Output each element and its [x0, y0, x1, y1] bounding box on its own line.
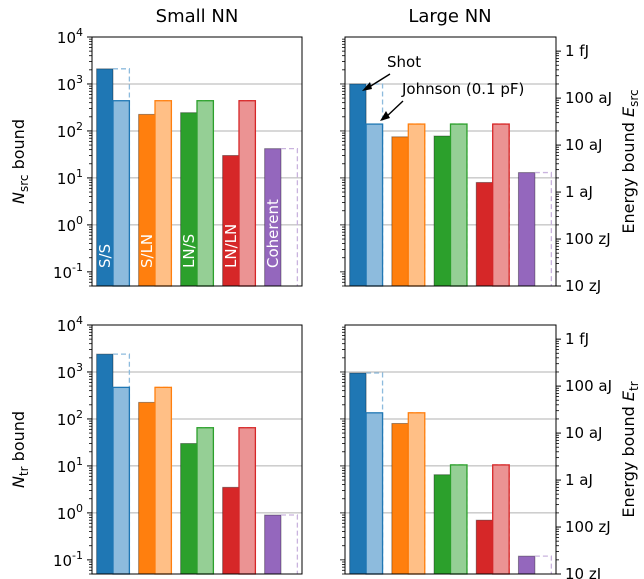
y2tick-label: 10 aJ	[565, 424, 602, 442]
panel-top-right: 1 fJ 100 aJ 10 aJ 1 aJ 100 zJ 10 zJ Energy bou…	[340, 36, 641, 295]
bar-light-1	[407, 412, 426, 575]
y2tick-label: 1 fJ	[565, 42, 589, 60]
bar-dashed-0	[366, 83, 384, 286]
bar-light-3	[492, 123, 510, 287]
ytick-label: 104	[57, 314, 83, 335]
bar-dark-2	[433, 135, 451, 287]
axes-frame	[91, 36, 303, 287]
bar-label-4: Coherent	[264, 199, 282, 268]
ytick-label: 102	[57, 408, 83, 429]
ytick-label: 101	[57, 455, 83, 476]
y2tick-label: 100 aJ	[565, 377, 612, 395]
ytick-label: 102	[57, 120, 83, 141]
ytick-label: 100	[57, 502, 83, 523]
bar-dark-4	[517, 172, 536, 287]
bar-light-0	[365, 123, 384, 287]
y2tick-label: 10 aJ	[565, 136, 602, 154]
axes-frame	[344, 36, 557, 287]
bar-dashed-4	[281, 514, 299, 574]
bar-dark-1	[391, 422, 409, 575]
bar-dashed-0	[366, 372, 384, 574]
y2tick-label: 1 aJ	[565, 183, 593, 201]
panel-top-left: S/S S/LN LN/S LN/LN Coherent 10-1 100 101 102 103…	[9, 26, 303, 287]
bar-light-2	[449, 123, 468, 287]
y2-axis-label: Energy bound Etr	[619, 381, 641, 517]
panel-bottom-left: 10-1 100 101 102 103 104 Ntr bound	[9, 314, 303, 575]
column-title-large: Large NN	[408, 6, 491, 27]
panel-bottom-right: 1 fJ 100 aJ 10 aJ 1 aJ 100 zJ 10 zJ Energy bou…	[340, 324, 641, 579]
bar-light-1	[407, 123, 426, 287]
annotation-arrowhead	[380, 111, 390, 121]
bar-light-1	[154, 100, 173, 287]
ytick-label: 104	[57, 26, 83, 47]
ytick-label: 10-1	[53, 549, 83, 570]
column-title-small: Small NN	[156, 6, 239, 27]
y2tick-label: 100 zJ	[565, 230, 611, 248]
annotation-arrowhead	[362, 82, 372, 91]
bar-dashed-4	[281, 147, 299, 286]
bar-light-0	[112, 386, 131, 575]
axes-frame	[344, 324, 557, 575]
bar-dark-3	[475, 519, 494, 575]
y2-axis-label: Energy bound Esrc	[619, 89, 641, 233]
bar-dark-0	[349, 83, 367, 287]
y2tick-label: 1 aJ	[565, 471, 593, 489]
bar-dark-0	[349, 372, 367, 575]
bar-label-2: LN/S	[180, 234, 198, 268]
bar-label-3: LN/LN	[222, 224, 240, 268]
annotation-johnson: Johnson (0.1 pF)	[401, 80, 524, 98]
y2tick-label: 1 fJ	[565, 330, 589, 348]
bar-light-0	[365, 412, 384, 575]
bar-light-2	[196, 100, 215, 287]
annotation-shot: Shot	[387, 53, 421, 71]
y2tick-label: 10 zJ	[565, 277, 601, 295]
bar-light-3	[238, 427, 257, 575]
bar-dark-3	[475, 181, 494, 287]
bar-light-0	[112, 100, 131, 287]
bar-dark-1	[138, 401, 156, 575]
bar-dashed-4	[534, 555, 553, 574]
bar-dark-4	[517, 555, 536, 575]
bar-dark-0	[96, 353, 114, 575]
bar-light-2	[449, 464, 468, 575]
bar-dark-2	[433, 474, 451, 575]
ytick-label: 101	[57, 167, 83, 188]
ytick-label: 10-1	[53, 261, 83, 282]
bar-light-1	[154, 386, 173, 575]
y-axis-label: Nsrc bound	[9, 119, 31, 204]
axes-frame	[91, 324, 303, 575]
y2tick-label: 100 aJ	[565, 89, 612, 107]
bar-label-1: S/LN	[138, 234, 156, 268]
bar-light-3	[492, 464, 510, 575]
ytick-label: 103	[57, 73, 83, 94]
bar-light-3	[238, 100, 257, 287]
y2tick-label: 10 zJ	[565, 565, 601, 579]
bar-dark-2	[180, 443, 198, 575]
y-axis-label: Ntr bound	[9, 411, 31, 488]
bar-dashed-4	[534, 171, 553, 286]
ytick-label: 100	[57, 214, 83, 235]
bar-dark-4	[264, 514, 282, 575]
ytick-label: 103	[57, 361, 83, 382]
bar-dark-1	[391, 136, 409, 287]
bar-label-0: S/S	[96, 244, 114, 268]
bar-dark-3	[222, 486, 240, 575]
y2tick-label: 100 zJ	[565, 518, 611, 536]
bar-light-2	[196, 427, 215, 575]
